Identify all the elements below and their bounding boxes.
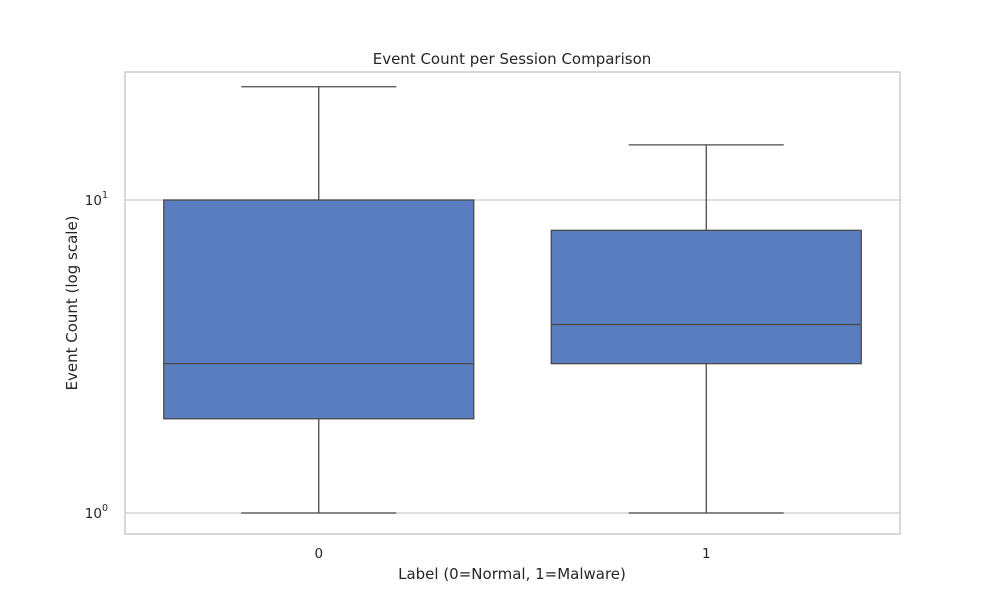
y-tick-base: 10	[85, 193, 102, 209]
box-group-0	[163, 86, 475, 514]
y-tick-base: 10	[85, 506, 102, 522]
x-axis-label: Label (0=Normal, 1=Malware)	[398, 565, 626, 583]
x-tick-label: 1	[702, 546, 711, 562]
y-tick-exponent: 0	[102, 503, 108, 514]
boxes	[163, 86, 862, 514]
box-iqr	[163, 199, 475, 420]
chart-title: Event Count per Session Comparison	[373, 50, 652, 68]
plot-area-frame	[124, 71, 901, 535]
y-tick-label: 101	[85, 190, 108, 209]
y-tick-label: 100	[85, 503, 108, 522]
box-iqr	[550, 229, 862, 365]
box-group-1	[550, 144, 862, 514]
y-tick-exponent: 1	[102, 190, 108, 201]
y-axis-label: Event Count (log scale)	[63, 215, 81, 390]
x-tick-label: 0	[314, 546, 323, 562]
